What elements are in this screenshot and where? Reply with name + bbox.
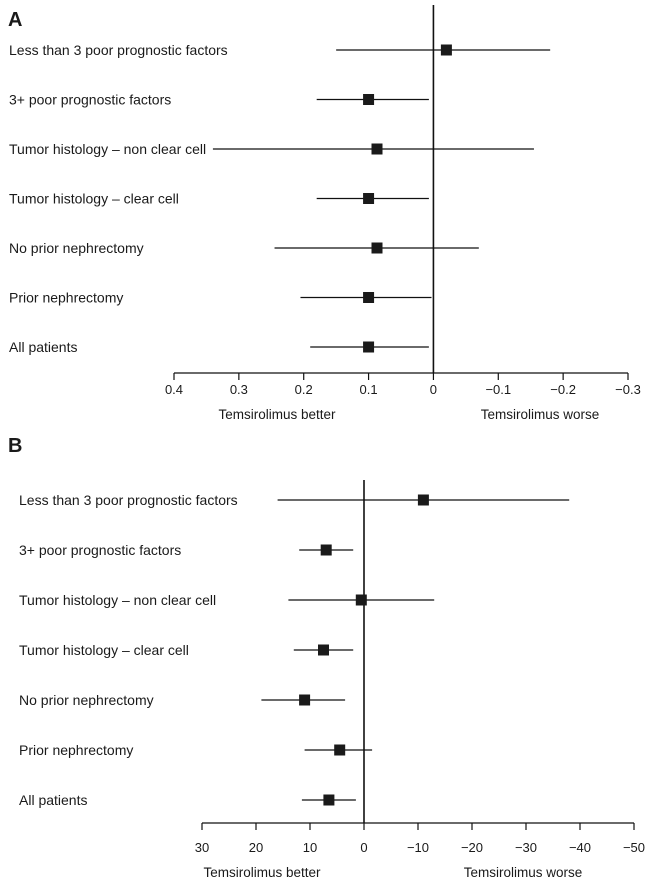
direction-label-better: Temsirolimus better — [203, 865, 321, 879]
row-label: Less than 3 poor prognostic factors — [9, 42, 228, 58]
x-tick-label: 0.2 — [295, 382, 313, 397]
row-label: All patients — [19, 792, 87, 808]
x-tick-label: −0.1 — [485, 382, 511, 397]
x-tick-label: 0.3 — [230, 382, 248, 397]
row-label: Tumor histology – non clear cell — [9, 141, 206, 157]
point-estimate — [320, 544, 332, 556]
point-estimate — [355, 594, 367, 606]
x-tick-label: 0.4 — [165, 382, 183, 397]
row-label: Tumor histology – clear cell — [9, 191, 179, 207]
panel-letter: B — [8, 435, 22, 457]
x-tick-label: 0 — [430, 382, 437, 397]
x-tick-label: −0.3 — [615, 382, 641, 397]
row-label: Tumor histology – non clear cell — [19, 592, 216, 608]
x-tick-label: 10 — [303, 840, 317, 855]
x-tick-label: 0.1 — [360, 382, 378, 397]
direction-label-better: Temsirolimus better — [218, 407, 336, 422]
point-estimate — [363, 292, 375, 303]
direction-label-worse: Temsirolimus worse — [481, 407, 600, 422]
row-label: Tumor histology – clear cell — [19, 642, 189, 658]
row-label: No prior nephrectomy — [19, 692, 154, 708]
x-tick-label: 0 — [360, 840, 367, 855]
row-label: Less than 3 poor prognostic factors — [19, 492, 238, 508]
x-tick-label: −20 — [461, 840, 483, 855]
point-estimate — [417, 494, 429, 506]
row-label: 3+ poor prognostic factors — [9, 92, 171, 108]
point-estimate — [363, 341, 375, 353]
point-estimate — [371, 143, 383, 155]
x-tick-label: −50 — [623, 840, 645, 855]
point-estimate — [363, 193, 375, 204]
panel-b: B 30 20 10 0 −10 −20 −30 −40 −50 Temsirolimus bet… — [8, 435, 645, 879]
point-estimate — [371, 242, 383, 254]
x-tick-label: −40 — [569, 840, 591, 855]
point-estimate — [440, 44, 452, 56]
point-estimate — [318, 644, 329, 656]
point-estimate — [334, 744, 346, 756]
panel-a: A 0.4 0.3 0.2 0.1 0 −0.1 −0.2 −0.3 Temsirolimus … — [8, 5, 641, 422]
row-label: Prior nephrectomy — [9, 290, 123, 306]
x-tick-label: 30 — [195, 840, 209, 855]
x-tick-label: −30 — [515, 840, 537, 855]
row-label: Prior nephrectomy — [19, 742, 133, 758]
row-label: 3+ poor prognostic factors — [19, 542, 181, 558]
row-label: No prior nephrectomy — [9, 240, 144, 256]
row-label: All patients — [9, 339, 77, 355]
panel-letter: A — [8, 9, 22, 31]
direction-label-worse: Temsirolimus worse — [464, 865, 583, 879]
point-estimate — [323, 794, 335, 806]
point-estimate — [299, 694, 311, 706]
x-tick-label: 20 — [249, 840, 263, 855]
point-estimate — [363, 94, 375, 105]
x-tick-label: −10 — [407, 840, 429, 855]
x-tick-label: −0.2 — [550, 382, 576, 397]
